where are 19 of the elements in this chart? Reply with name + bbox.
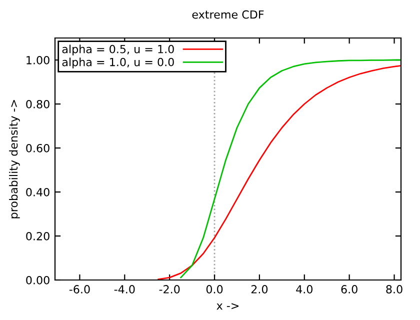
chart-title: extreme CDF [192, 10, 264, 19]
y-tick-label: 0.40 [26, 188, 50, 196]
y-axis-title: probability density -> [9, 100, 20, 218]
y-tick-label: 0.00 [26, 276, 50, 284]
x-tick-label: 6.0 [341, 285, 358, 294]
x-tick-label: 8.0 [386, 285, 402, 294]
x-tick-label: -4.0 [114, 285, 135, 294]
x-tick-label: -6.0 [69, 285, 90, 294]
x-tick-label: -2.0 [159, 285, 180, 294]
x-axis-title: x -> [216, 303, 239, 310]
x-tick-label: 2.0 [251, 285, 268, 294]
y-tick-label: 0.60 [26, 144, 50, 152]
legend-label: alpha = 1.0, u = 0.0 [62, 58, 174, 68]
y-tick-label: 0.80 [26, 100, 50, 108]
legend-label: alpha = 0.5, u = 1.0 [62, 44, 174, 56]
x-tick-label: 0.0 [206, 285, 223, 294]
y-tick-label: 0.20 [26, 232, 50, 240]
x-tick-label: 4.0 [296, 285, 312, 294]
y-tick-label: 1.00 [26, 56, 50, 64]
